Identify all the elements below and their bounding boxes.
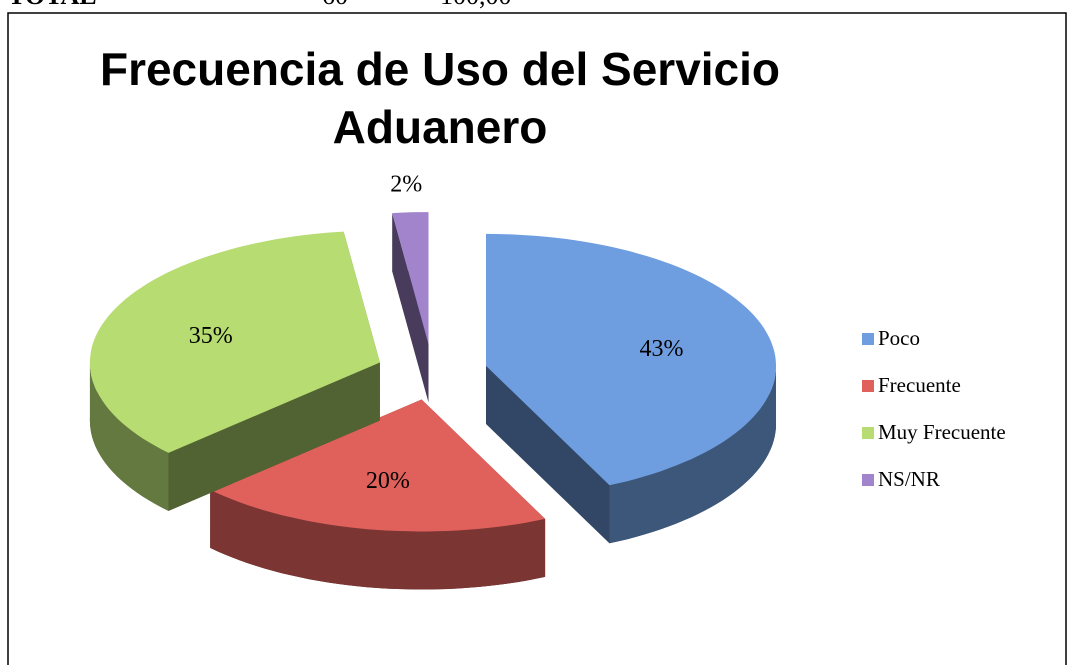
- slice-side: [486, 365, 610, 544]
- slice-top: [89, 231, 380, 453]
- legend-label: Poco: [878, 326, 920, 350]
- slice-top: [486, 233, 776, 486]
- chart-title: Frecuencia de Uso del Servicio Aduanero: [99, 43, 781, 153]
- data-label: 20%: [366, 468, 410, 494]
- slice-top: [210, 399, 546, 532]
- legend-label: Frecuente: [878, 373, 961, 397]
- legend-swatch: [862, 380, 874, 392]
- header-cell: 100,00: [440, 0, 512, 10]
- legend-swatch: [862, 333, 874, 345]
- slice: [486, 233, 776, 544]
- slice-top: [392, 212, 429, 345]
- header-cell: 60: [322, 0, 348, 10]
- legend-swatch: [862, 474, 874, 486]
- slice-side: [168, 362, 380, 511]
- slice: [392, 212, 429, 403]
- legend-label: NS/NR: [878, 467, 940, 491]
- legend-swatch: [862, 427, 874, 439]
- data-label: 35%: [189, 323, 233, 349]
- slice-side: [392, 213, 429, 403]
- data-label: 2%: [390, 171, 422, 197]
- legend-label: Muy Frecuente: [878, 420, 1006, 444]
- slice: [210, 399, 546, 590]
- slice-wall: [89, 362, 169, 511]
- header-cell: TOTAL: [8, 0, 97, 10]
- data-label: 43%: [640, 336, 684, 362]
- slice-wall: [609, 365, 776, 544]
- slice-wall: [210, 489, 546, 590]
- slice: [89, 231, 380, 511]
